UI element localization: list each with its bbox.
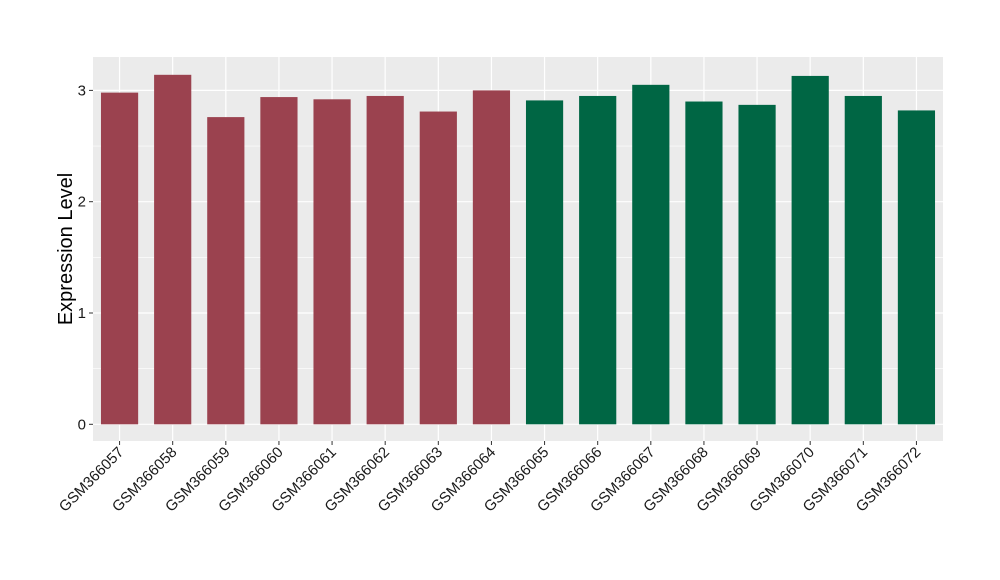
bar-GSM366067 bbox=[632, 84, 670, 425]
bar-GSM366072 bbox=[897, 110, 936, 425]
bar-GSM366068 bbox=[685, 101, 723, 425]
bar-GSM366061 bbox=[313, 99, 351, 425]
y-tick-label: 0 bbox=[78, 416, 86, 433]
bars bbox=[100, 74, 936, 425]
bar-GSM366066 bbox=[579, 95, 617, 425]
bar-GSM366060 bbox=[260, 97, 298, 425]
bar-GSM366057 bbox=[100, 92, 139, 425]
bar-GSM366070 bbox=[791, 75, 829, 425]
x-axis: GSM366057GSM366058GSM366059GSM366060GSM3… bbox=[56, 441, 924, 515]
bar-GSM366059 bbox=[207, 117, 245, 425]
bar-GSM366064 bbox=[472, 90, 511, 425]
bar-GSM366062 bbox=[366, 95, 404, 425]
y-axis-title: Expression Level bbox=[55, 173, 77, 325]
bar-GSM366058 bbox=[154, 74, 192, 425]
y-axis: 0 1 2 3 bbox=[78, 82, 93, 433]
bar-GSM366063 bbox=[419, 111, 457, 425]
y-tick-label: 3 bbox=[78, 82, 86, 99]
bar-GSM366071 bbox=[844, 95, 882, 425]
y-tick-label: 1 bbox=[78, 305, 86, 322]
y-tick-label: 2 bbox=[78, 194, 86, 211]
bar-GSM366069 bbox=[738, 104, 776, 425]
bar-GSM366065 bbox=[525, 100, 564, 425]
